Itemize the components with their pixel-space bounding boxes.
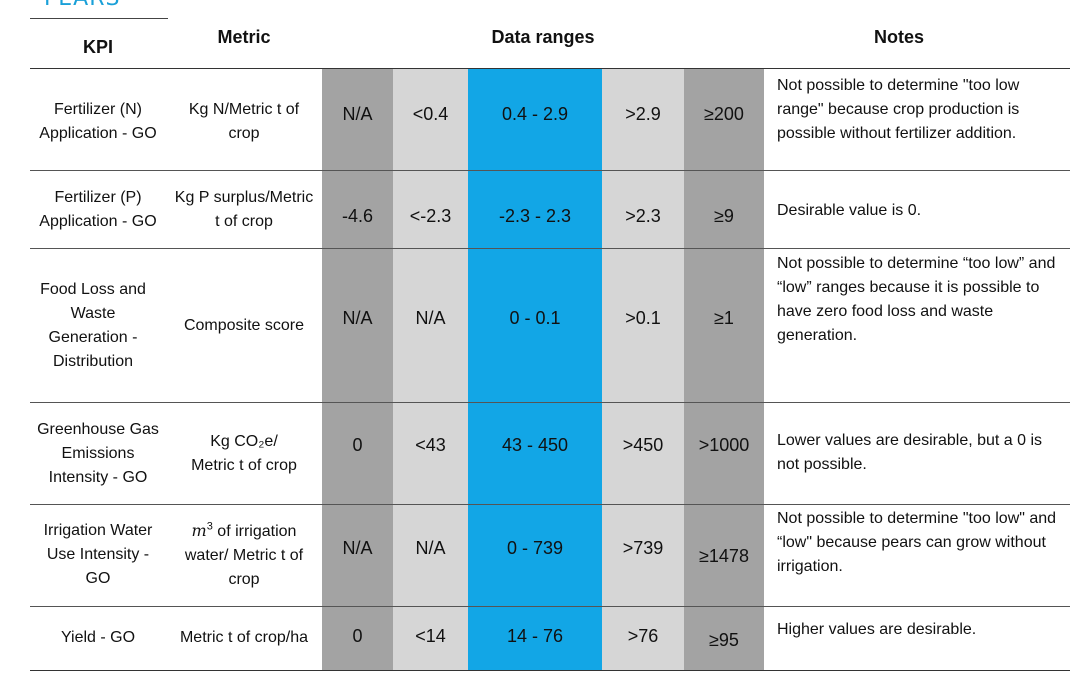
row3-range-5: ≥1 [714,308,734,328]
row6-range-5: ≥95 [709,630,739,650]
row3-range-3: 0 - 0.1 [509,308,561,328]
band-col2 [393,69,468,670]
row6-note: Higher values are desirable. [777,621,977,638]
row2-note: Desirable value is 0. [777,202,922,219]
row5-range-4: >739 [622,538,664,558]
row2-range-3: -2.3 - 2.3 [498,206,572,226]
row6-range-1: 0 [352,626,363,646]
row6-metric: Metric t of crop/ha [179,629,309,646]
band-col3 [468,69,602,670]
row3-metric: Composite score [183,317,305,334]
header-notes: Notes [873,26,924,47]
row2-kpi: Fertilizer (P) Application - GO [39,189,157,230]
row6-range-4: >76 [627,626,659,646]
row3-range-4: >0.1 [625,308,661,328]
row5-range-1: N/A [342,538,373,558]
row4-kpi: Greenhouse Gas Emissions Intensity - GO [37,421,159,486]
row2-range-1: -4.6 [341,206,374,226]
band-col5 [684,69,764,670]
header-metric: Metric [217,26,271,47]
row-divider [30,170,1070,171]
row1-range-5: ≥200 [704,104,744,124]
row5-metric-text: m3 of irrigation water/ Metric t of crop [174,519,314,592]
row5-range-5: ≥1478 [699,546,749,566]
row5-range-2: N/A [415,538,446,558]
row4-range-2: <43 [415,435,446,455]
row3-kpi: Food Loss and Waste Generation - Distrib… [40,281,146,370]
row4-range-4: >450 [622,435,664,455]
title-underline [30,18,168,19]
row2-range-5: ≥9 [714,206,734,226]
page-title: PEARS [44,0,120,11]
row4-range-5: >1000 [698,435,750,455]
table-bottom-rule [30,670,1070,671]
row1-range-3: 0.4 - 2.9 [501,104,569,124]
row5-metric-rest: of irrigation water/ Metric t of crop [184,522,304,588]
row5-metric-m: m [191,520,207,540]
header-kpi: KPI [82,36,113,57]
row5-kpi: Irrigation Water Use Intensity - GO [43,522,153,587]
row3-range-2: N/A [415,308,446,328]
row4-metric-basis: Metric t of crop [191,457,297,474]
row1-range-2: <0.4 [412,104,449,124]
row1-kpi: Fertilizer (N) Application - GO [39,101,157,142]
row2-range-2: <-2.3 [409,206,452,226]
header-data-ranges: Data ranges [491,26,595,47]
row4-note: Lower values are desirable, but a 0 is n… [777,432,1043,473]
row4-metric: Kg CO₂e/ Metric t of crop [172,405,316,503]
row2-range-4: >2.3 [625,206,661,226]
row1-metric: Kg N/Metric t of crop [188,101,300,142]
row-divider [30,402,1070,403]
row1-range-1: N/A [342,104,373,124]
row5-metric: m3 of irrigation water/ Metric t of crop [174,506,314,604]
row4-metric-unit: Kg CO₂e/ [210,433,278,450]
row3-note: Not possible to determine “too low” and … [777,255,1056,344]
row6-range-2: <14 [415,626,446,646]
band-col1 [322,69,393,670]
row1-range-4: >2.9 [625,104,661,124]
row4-range-3: 43 - 450 [501,435,569,455]
row-divider [30,504,1070,505]
row5-range-3: 0 - 739 [506,538,564,558]
row5-metric-sup: 3 [206,520,213,533]
row-divider [30,606,1070,607]
row1-note: Not possible to determine "too low range… [777,77,1020,142]
row3-range-1: N/A [342,308,373,328]
header-rule [30,68,1070,69]
row2-metric: Kg P surplus/Metric t of crop [174,189,314,230]
row6-range-3: 14 - 76 [506,626,564,646]
band-col4 [602,69,684,670]
row-divider [30,248,1070,249]
row4-range-1: 0 [352,435,363,455]
row6-kpi: Yield - GO [60,629,136,646]
row5-note: Not possible to determine "too low" and … [777,510,1057,575]
